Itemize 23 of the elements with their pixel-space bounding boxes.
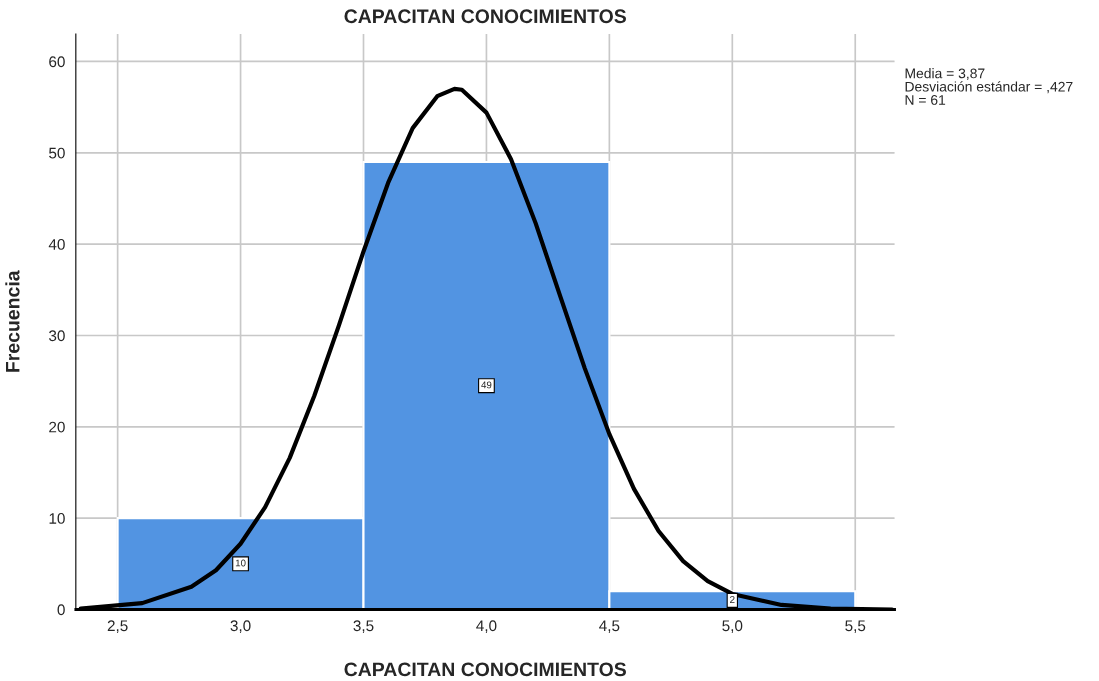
data-label: 49 — [481, 381, 492, 389]
x-tick-label: 2,5 — [107, 620, 128, 633]
text: Media = 3,87 — [905, 68, 985, 80]
data-label: 10 — [235, 559, 246, 567]
y-tick-label: 30 — [49, 330, 65, 342]
x-axis-title: CAPACITAN CONOCIMIENTOS — [344, 662, 626, 677]
chart-title: CAPACITAN CONOCIMIENTOS — [344, 9, 626, 24]
x-tick-label: 3,0 — [230, 620, 251, 633]
y-axis-title: Frecuencia — [5, 270, 20, 372]
x-tick-label: 5,0 — [722, 620, 743, 633]
y-tick-label: 50 — [49, 147, 65, 159]
y-tick-label: 40 — [48, 239, 65, 250]
y-tick-label: 60 — [49, 56, 65, 68]
x-tick-label: 3,5 — [353, 620, 374, 633]
data-label: 2 — [730, 596, 735, 603]
text: N = 61 — [905, 95, 946, 105]
x-tick-label: 4,0 — [476, 620, 497, 633]
x-tick-label: 5,5 — [845, 620, 866, 633]
y-tick-label: 10 — [49, 513, 65, 524]
y-tick-label: 0 — [57, 604, 65, 616]
text: Desviación estándar = ,427 — [905, 81, 1073, 94]
x-tick-label: 4,5 — [599, 620, 620, 633]
y-tick-label: 20 — [49, 421, 65, 433]
